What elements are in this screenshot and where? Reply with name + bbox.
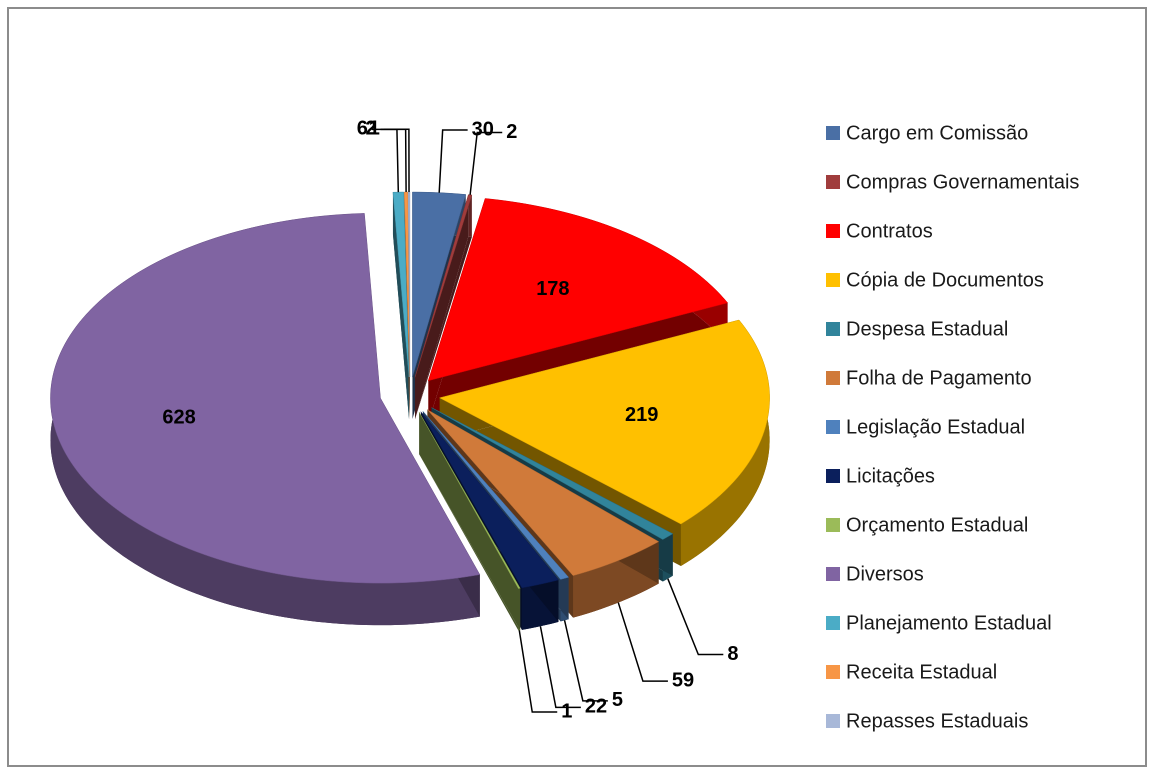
legend-swatch: [826, 175, 840, 189]
legend-swatch: [826, 616, 840, 630]
legend-label: Contratos: [846, 220, 933, 242]
leader-line: [469, 131, 503, 195]
data-label: 8: [727, 643, 738, 665]
leader-line: [617, 602, 668, 682]
legend-swatch: [826, 567, 840, 581]
data-label: 22: [585, 696, 607, 718]
slice-side: [50, 213, 480, 626]
legend-label: Planejamento Estadual: [846, 612, 1052, 634]
legend-swatch: [826, 714, 840, 728]
legend-label: Legislação Estadual: [846, 416, 1025, 438]
slice-bottom: [419, 454, 521, 631]
legend-label: Cópia de Documentos: [846, 269, 1044, 291]
data-label: 5: [612, 689, 623, 711]
leader-line: [383, 128, 410, 193]
legend-label: Repasses Estaduais: [846, 710, 1028, 732]
data-label: 1: [561, 700, 572, 722]
leader-line: [438, 129, 468, 193]
legend-label: Cargo em Comissão: [846, 122, 1028, 144]
slice-bottom: [415, 236, 472, 420]
legend-label: Despesa Estadual: [846, 318, 1008, 340]
legend-swatch: [826, 273, 840, 287]
data-label: 1: [369, 118, 380, 140]
legend-label: Diversos: [846, 563, 924, 585]
legend-label: Compras Governamentais: [846, 171, 1079, 193]
data-label: 628: [162, 407, 195, 429]
data-label: 6: [357, 118, 368, 140]
legend-swatch: [826, 322, 840, 336]
data-label: 219: [625, 404, 658, 426]
leader-line: [563, 620, 608, 702]
slice: [438, 319, 770, 525]
slice-edge: [392, 192, 410, 420]
leader-line: [539, 626, 581, 709]
slice-side: [680, 319, 770, 567]
legend-label: Licitações: [846, 465, 935, 487]
slice-edge: [415, 194, 469, 420]
legend-label: Orçamento Estadual: [846, 514, 1028, 536]
legend-swatch: [826, 469, 840, 483]
data-label: 30: [472, 118, 494, 140]
slice: [427, 409, 660, 576]
slice: [407, 191, 411, 378]
slice-edge: [419, 412, 521, 631]
data-label: 178: [536, 278, 569, 300]
slice: [422, 411, 570, 580]
legend-swatch: [826, 224, 840, 238]
legend-label: Receita Estadual: [846, 661, 997, 683]
data-label: 2: [506, 121, 517, 143]
legend-swatch: [826, 371, 840, 385]
slice: [418, 412, 521, 589]
legend-label: Folha de Pagamento: [846, 367, 1032, 389]
data-label: 59: [672, 669, 694, 691]
leader-line: [667, 578, 724, 656]
slice: [412, 191, 467, 378]
legend-swatch: [826, 665, 840, 679]
slice: [420, 411, 559, 589]
slice-side: [468, 194, 472, 238]
legend-swatch: [826, 126, 840, 140]
slice: [431, 407, 674, 540]
leader-line: [518, 630, 558, 713]
slice: [50, 213, 481, 584]
legend-swatch: [826, 518, 840, 532]
legend-swatch: [826, 420, 840, 434]
data-label: 2: [366, 118, 377, 140]
slice: [427, 198, 729, 382]
